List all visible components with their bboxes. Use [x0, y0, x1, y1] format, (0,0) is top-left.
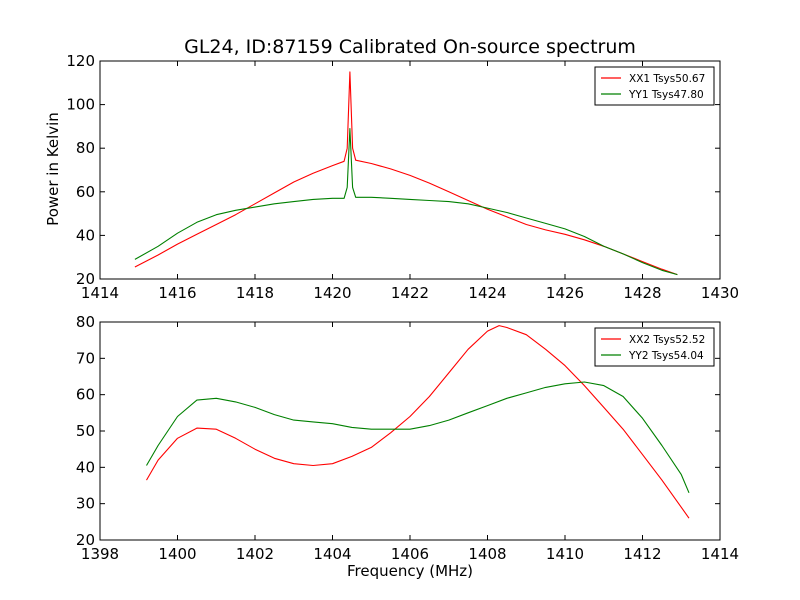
y-tick-label: 40 — [76, 458, 95, 476]
y-tick-label: 80 — [76, 313, 95, 331]
x-tick-label: 1418 — [236, 284, 274, 302]
x-axis-label: Frequency (MHz) — [347, 562, 473, 580]
bottom-panel: 1398 1400 1402 1404 1406 1408 1410 1412 1414 20 30… — [76, 313, 739, 563]
y-axis-label: Power in Kelvin — [44, 112, 62, 226]
x-tick-label: 1422 — [391, 284, 429, 302]
series-line-1 — [134, 71, 678, 276]
x-tick-label: 1420 — [313, 284, 351, 302]
x-tick-label: 1416 — [158, 284, 196, 302]
y-tick-label: 40 — [76, 226, 95, 244]
series-line-1 — [146, 325, 690, 519]
y-tick-label: 70 — [76, 349, 95, 367]
y-tick-label: 30 — [76, 495, 95, 513]
x-tick-label: 1402 — [236, 545, 274, 563]
x-tick-label: 1414 — [81, 284, 119, 302]
x-tick-label: 1408 — [468, 545, 506, 563]
x-tick-label: 1430 — [701, 284, 739, 302]
legend-label: XX1 Tsys50.67 — [629, 73, 705, 85]
y-tick-label: 100 — [66, 96, 95, 114]
series-line-2 — [134, 128, 678, 276]
series-line-2 — [146, 381, 690, 494]
figure-title: GL24, ID:87159 Calibrated On-source spec… — [184, 36, 636, 58]
y-tick-label: 50 — [76, 422, 95, 440]
y-tick-label: 20 — [76, 270, 95, 288]
legend-label: YY2 Tsys54.04 — [628, 350, 704, 362]
y-tick-label: 80 — [76, 139, 95, 157]
x-tick-label: 1428 — [623, 284, 661, 302]
top-panel: 1414 1416 1418 1420 1422 1424 1426 1428 1430 20 40… — [66, 52, 739, 302]
y-tick-label: 120 — [66, 52, 95, 70]
legend: XX1 Tsys50.67 YY1 Tsys47.80 — [594, 66, 715, 106]
y-tick-label: 60 — [76, 386, 95, 404]
y-tick-label: 20 — [76, 531, 95, 549]
x-tick-label: 1398 — [81, 545, 119, 563]
legend-label: YY1 Tsys47.80 — [628, 89, 704, 101]
x-tick-label: 1424 — [468, 284, 506, 302]
legend-label: XX2 Tsys52.52 — [629, 334, 705, 346]
x-tick-label: 1404 — [313, 545, 351, 563]
x-tick-label: 1412 — [623, 545, 661, 563]
x-tick-label: 1414 — [701, 545, 739, 563]
legend: XX2 Tsys52.52 YY2 Tsys54.04 — [594, 327, 715, 367]
x-tick-label: 1426 — [546, 284, 584, 302]
legend-box — [594, 327, 715, 367]
y-tick-label: 60 — [76, 183, 95, 201]
x-tick-label: 1410 — [546, 545, 584, 563]
x-tick-label: 1406 — [391, 545, 429, 563]
legend-box — [594, 66, 715, 106]
x-tick-label: 1400 — [158, 545, 196, 563]
